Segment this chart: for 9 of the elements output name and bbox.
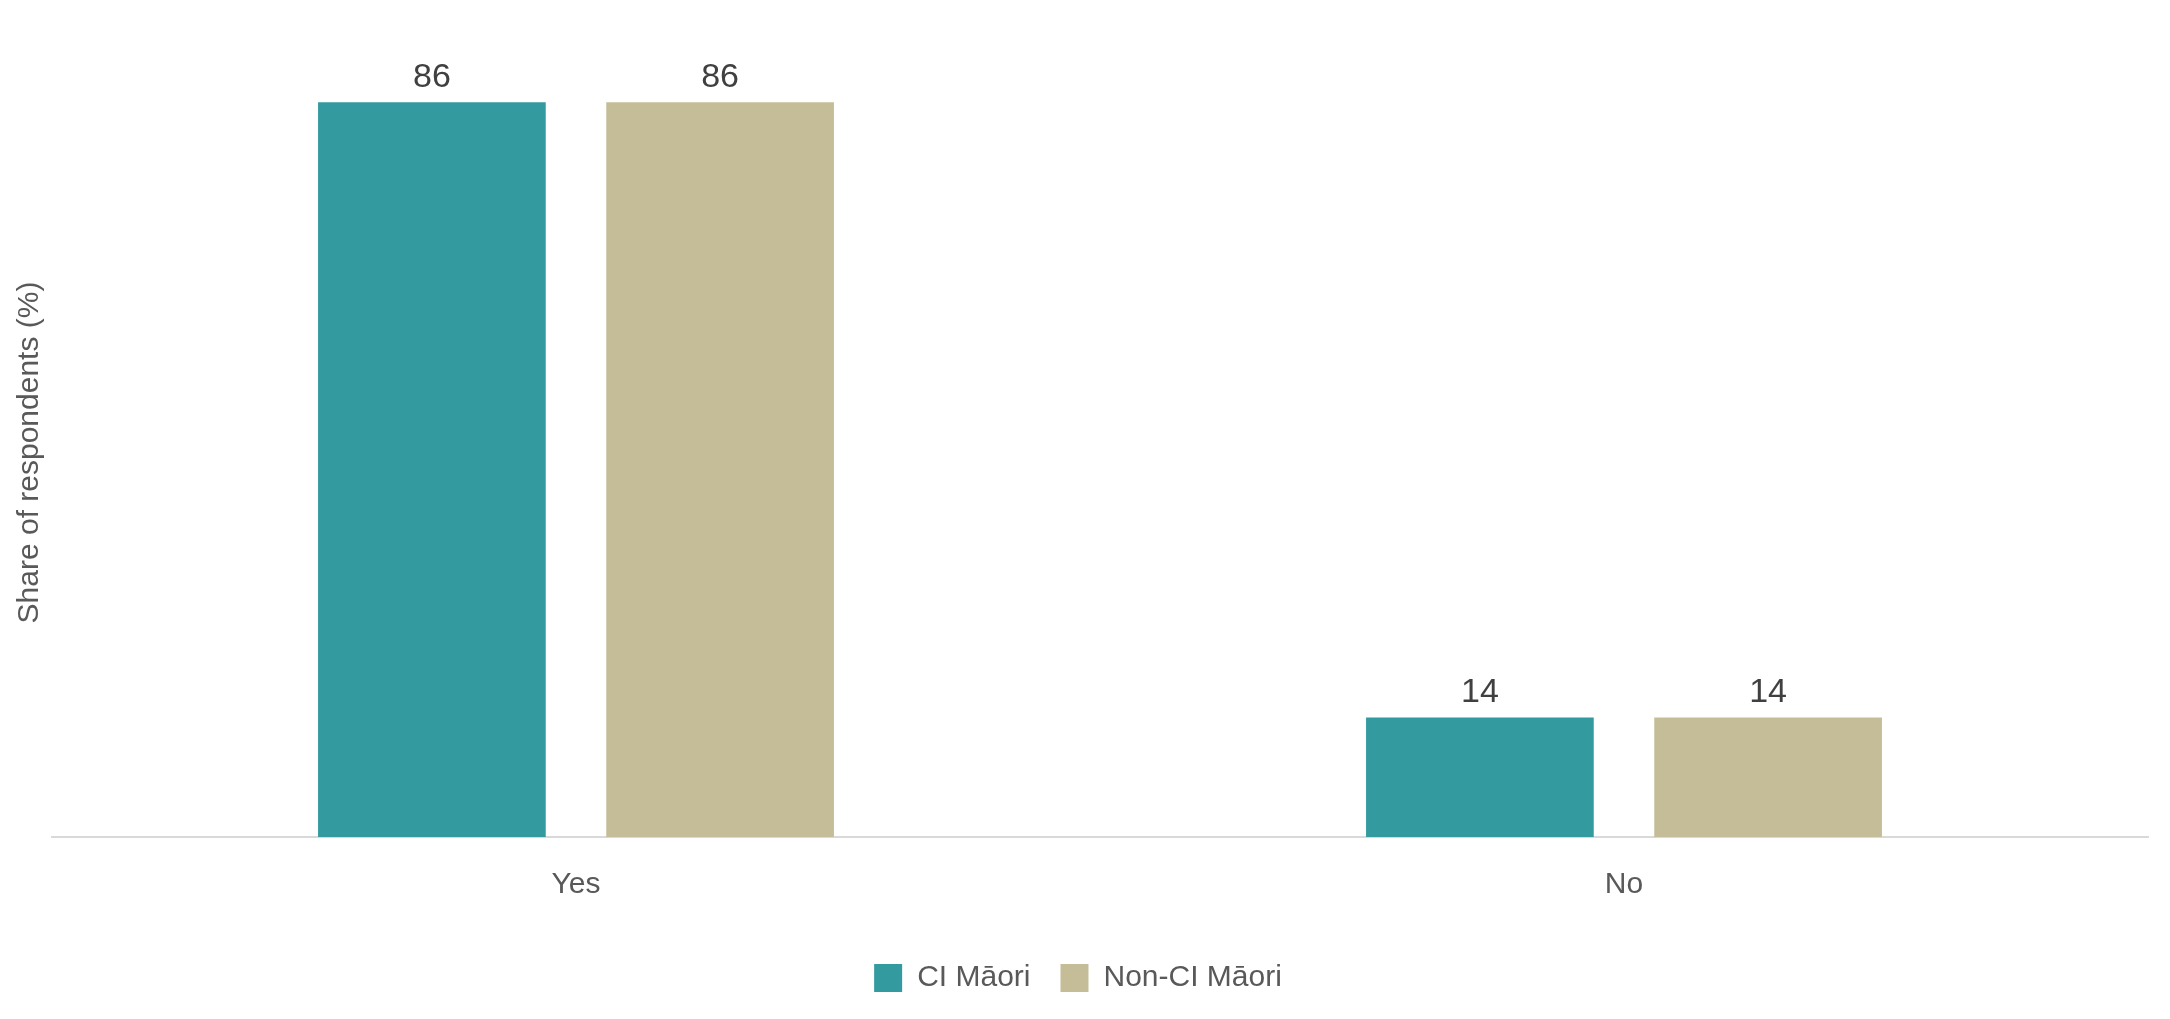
data-label: 86 <box>412 55 451 94</box>
x-tick-label: Yes <box>551 866 601 900</box>
y-axis-title: Share of respondents (%) <box>11 281 45 624</box>
x-tick-label: No <box>1604 866 1644 900</box>
data-label: 14 <box>1749 670 1788 709</box>
data-label: 14 <box>1460 670 1499 709</box>
data-label: 86 <box>701 55 740 94</box>
legend-label: CI Māori <box>917 959 1031 993</box>
legend-label: Non-CI Māori <box>1103 959 1282 993</box>
